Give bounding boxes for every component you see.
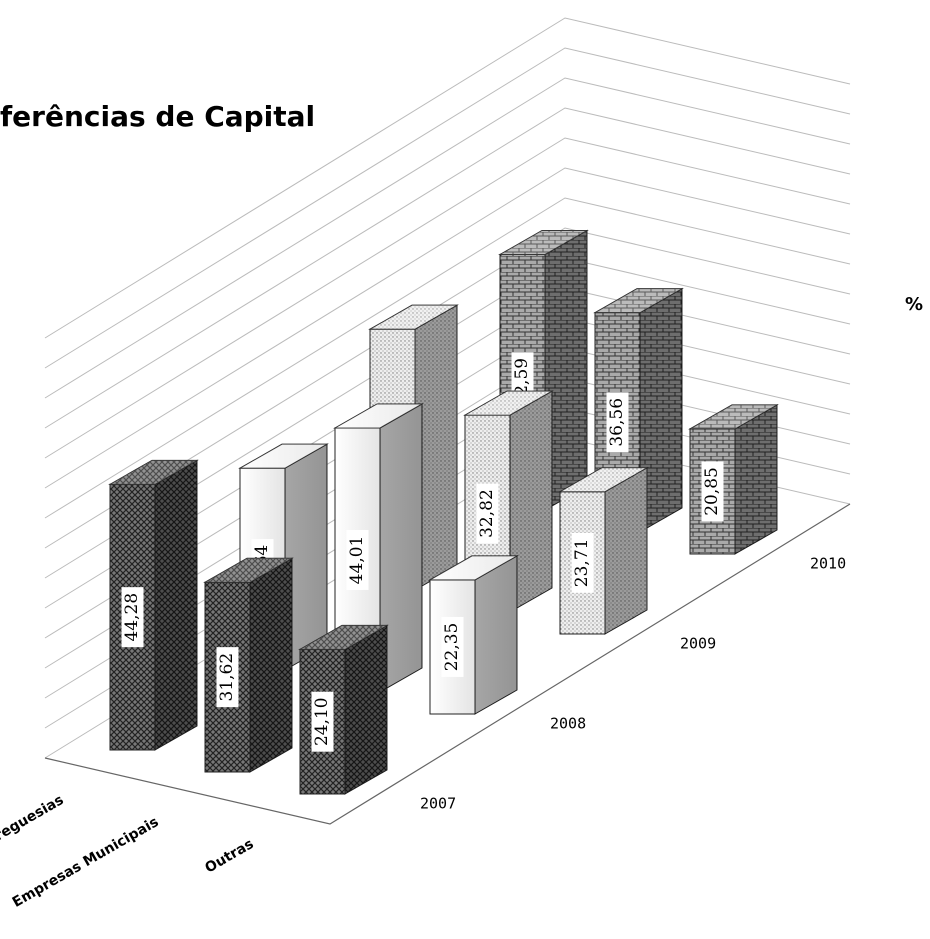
bar-top-shade — [560, 467, 647, 492]
data-label-box — [606, 392, 629, 453]
bar-top-shade — [335, 403, 422, 428]
data-label-box — [476, 483, 499, 544]
bar: 20,85 — [688, 404, 779, 555]
bar-top-shade — [465, 391, 552, 416]
data-label: 36,56 — [607, 398, 627, 447]
data-label: 31,62 — [217, 653, 237, 702]
bar-top-shade — [370, 305, 457, 330]
grid-line — [44, 47, 851, 369]
data-label-box — [121, 587, 144, 648]
bar-top-shade — [300, 625, 387, 650]
data-label: 44,28 — [122, 593, 142, 642]
depth-tick-label: 2009 — [680, 635, 716, 653]
depth-tick-label: 2010 — [810, 555, 846, 573]
data-label: 23,71 — [572, 539, 592, 588]
grid-line — [44, 167, 851, 489]
bar-top — [203, 557, 294, 583]
bar-top-shade — [205, 558, 292, 583]
bar-top — [368, 304, 459, 330]
grid-line — [44, 137, 851, 459]
x-tick-label: Outras — [202, 836, 256, 876]
data-label-box — [571, 532, 594, 593]
bar: 36,56 — [593, 287, 684, 533]
depth-tick-label: 2007 — [420, 795, 456, 813]
axis-line — [44, 503, 851, 825]
bar-side-shade — [545, 230, 587, 510]
bar-top — [108, 459, 199, 485]
grid-line — [44, 197, 851, 519]
data-label-box — [441, 616, 464, 677]
chart-title: ferências de Capital — [0, 100, 315, 133]
grid-line — [44, 77, 851, 399]
x-tick-label: Empresas Municipais — [10, 814, 162, 911]
bar-top — [333, 403, 424, 429]
bar-top-shade — [240, 444, 327, 469]
bar-side-shade — [415, 305, 457, 590]
bar: 23,71 — [558, 466, 649, 635]
bar-side-shade — [250, 558, 292, 772]
bar-side-shade — [155, 460, 197, 750]
bar-front-pattern — [109, 483, 156, 751]
bar-top — [593, 288, 684, 314]
bar-top-shade — [110, 460, 197, 485]
bar-side-shade — [510, 391, 552, 612]
bar-top — [688, 404, 779, 430]
bar-top-shade — [430, 555, 517, 580]
bar-top — [498, 229, 589, 255]
bar-side-shade — [475, 555, 517, 714]
grid-line — [44, 227, 851, 549]
data-label-box — [701, 461, 724, 522]
bar-top — [238, 443, 329, 469]
grid-line — [44, 107, 851, 429]
bar: 24,10 — [298, 624, 389, 795]
data-label: 24,10 — [312, 697, 332, 746]
data-label-box — [216, 647, 239, 708]
data-label-box — [346, 529, 369, 590]
bar: 44,28 — [108, 459, 199, 751]
bar: 31,62 — [203, 557, 294, 773]
bar-top — [298, 624, 389, 650]
bar-side-shade — [640, 288, 682, 532]
bar-top-shade — [500, 230, 587, 255]
data-label: 32,82 — [477, 489, 497, 538]
depth-tick-label: 2008 — [550, 715, 586, 733]
data-label: 44,01 — [347, 536, 367, 585]
bar-side-shade — [605, 467, 647, 634]
bar: 44,01 — [333, 403, 424, 693]
bar-top-shade — [690, 404, 777, 429]
grid-line — [44, 17, 851, 339]
bar-side-shade — [345, 625, 387, 794]
bar-side-shade — [285, 444, 327, 670]
bar: 22,35 — [428, 555, 519, 715]
bar-top — [558, 467, 649, 493]
y-axis-label: % — [905, 294, 923, 315]
data-label-box — [311, 691, 334, 752]
bar-side-shade — [380, 403, 422, 692]
bar: 42,59 — [498, 229, 589, 511]
bar-top-shade — [595, 288, 682, 313]
bar-side-shade — [735, 404, 777, 554]
bar-top — [428, 555, 519, 581]
x-tick-label: Freguesias — [0, 792, 67, 849]
bar-top — [463, 390, 554, 416]
data-label: 22,35 — [442, 623, 462, 672]
data-label: 20,85 — [702, 467, 722, 516]
